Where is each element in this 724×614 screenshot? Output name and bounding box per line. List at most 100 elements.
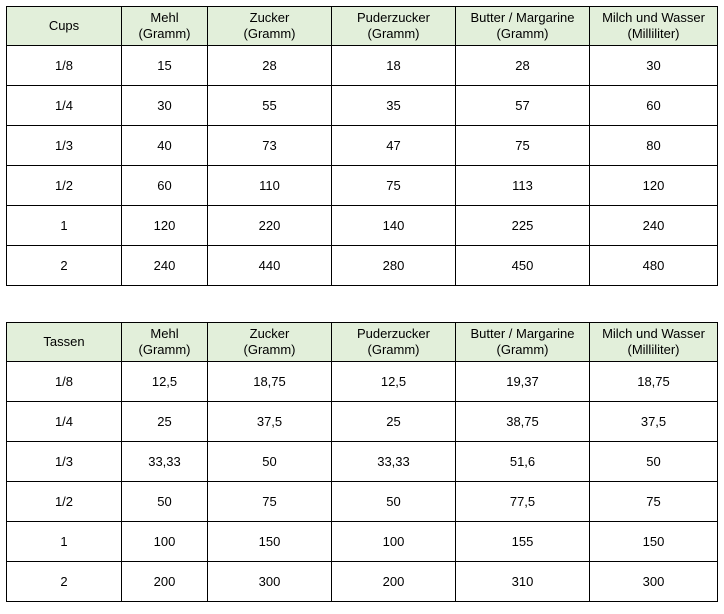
header-cell: Butter / Margarine (Gramm) bbox=[455, 322, 590, 362]
table-cell: 1/8 bbox=[6, 361, 122, 402]
table-row: 1/4 30 55 35 57 60 bbox=[6, 85, 718, 126]
header-text: Zucker bbox=[249, 10, 290, 25]
table-cell: 33,33 bbox=[331, 441, 456, 482]
table-cell: 300 bbox=[589, 561, 718, 602]
table-row: 1/4 25 37,5 25 38,75 37,5 bbox=[6, 401, 718, 442]
table-cell: 120 bbox=[589, 165, 718, 206]
table-row: 1/8 12,5 18,75 12,5 19,37 18,75 bbox=[6, 361, 718, 402]
table-row: 1/2 60 110 75 113 120 bbox=[6, 165, 718, 206]
table-cell: 1/4 bbox=[6, 401, 122, 442]
header-cell: Mehl (Gramm) bbox=[121, 322, 208, 362]
table-cell: 50 bbox=[589, 441, 718, 482]
table-cell: 440 bbox=[207, 245, 332, 286]
table-cell: 12,5 bbox=[331, 361, 456, 402]
table-row: 2 200 300 200 310 300 bbox=[6, 561, 718, 602]
table-cell: 1/2 bbox=[6, 481, 122, 522]
table-cell: 28 bbox=[207, 45, 332, 86]
conversion-table: Cups Mehl (Gramm) Zucker (Gramm) Puderzucker(… bbox=[6, 6, 718, 286]
table-cell: 60 bbox=[589, 85, 718, 126]
header-text: Milch und Wasser bbox=[602, 326, 705, 341]
table-cell: 30 bbox=[121, 85, 208, 126]
table-cell: 75 bbox=[207, 481, 332, 522]
table-cell: 300 bbox=[207, 561, 332, 602]
table-cell: 55 bbox=[207, 85, 332, 126]
table-cell: 18 bbox=[331, 45, 456, 86]
table-row: 1/2 50 75 50 77,5 75 bbox=[6, 481, 718, 522]
table-cell: 25 bbox=[121, 401, 208, 442]
header-text: Mehl bbox=[150, 326, 179, 341]
header-text: Butter / Margarine bbox=[470, 10, 575, 25]
header-text: (Gramm) bbox=[138, 342, 191, 357]
table-cell: 200 bbox=[331, 561, 456, 602]
conversion-table: Tassen Mehl (Gramm) Zucker (Gramm) Puderzucke… bbox=[6, 322, 718, 602]
table-cell: 150 bbox=[589, 521, 718, 562]
table-cell: 150 bbox=[207, 521, 332, 562]
table-cell: 75 bbox=[455, 125, 590, 166]
table-cell: 110 bbox=[207, 165, 332, 206]
table-row: 1/3 33,33 50 33,33 51,6 50 bbox=[6, 441, 718, 482]
table-cell: 50 bbox=[207, 441, 332, 482]
header-text: Cups bbox=[48, 18, 80, 33]
header-text: (Gramm) bbox=[243, 342, 296, 357]
table-row: 1 120 220 140 225 240 bbox=[6, 205, 718, 246]
header-cell: Mehl (Gramm) bbox=[121, 6, 208, 46]
table-cell: 240 bbox=[121, 245, 208, 286]
table-cell: 47 bbox=[331, 125, 456, 166]
header-text: Butter / Margarine bbox=[470, 326, 575, 341]
table-cell: 155 bbox=[455, 521, 590, 562]
table-cell: 280 bbox=[331, 245, 456, 286]
table-cell: 225 bbox=[455, 205, 590, 246]
header-cell: Puderzucker (Gramm) bbox=[331, 322, 456, 362]
table-cell: 33,33 bbox=[121, 441, 208, 482]
table-cell: 1/2 bbox=[6, 165, 122, 206]
table-cell: 25 bbox=[331, 401, 456, 442]
header-cell: Milch und Wasser (Milliliter) bbox=[589, 6, 718, 46]
table-cell: 73 bbox=[207, 125, 332, 166]
table-cell: 2 bbox=[6, 561, 122, 602]
header-text: (Gramm) bbox=[496, 26, 549, 41]
table-cell: 80 bbox=[589, 125, 718, 166]
header-cell: Puderzucker (Gramm) bbox=[331, 6, 456, 46]
table-cell: 38,75 bbox=[455, 401, 590, 442]
table-cell: 480 bbox=[589, 245, 718, 286]
table-cell: 35 bbox=[331, 85, 456, 126]
header-text: Mehl bbox=[150, 10, 179, 25]
table-cell: 50 bbox=[331, 481, 456, 522]
header-text: (Gramm) bbox=[243, 26, 296, 41]
table-row: 2 240 440 280 450 480 bbox=[6, 245, 718, 286]
header-text: (Gramm) bbox=[367, 342, 420, 357]
table-cell: 310 bbox=[455, 561, 590, 602]
table-cell: 1 bbox=[6, 205, 122, 246]
table-cell: 1/3 bbox=[6, 441, 122, 482]
table-cell: 2 bbox=[6, 245, 122, 286]
header-cell: Zucker (Gramm) bbox=[207, 6, 332, 46]
table-row: 1/8 15 28 18 28 30 bbox=[6, 45, 718, 86]
table-cell: 15 bbox=[121, 45, 208, 86]
header-text: Zucker bbox=[249, 326, 290, 341]
header-cell: Cups bbox=[6, 6, 122, 46]
table-cell: 37,5 bbox=[207, 401, 332, 442]
table-row: 1 100 150 100 155 150 bbox=[6, 521, 718, 562]
table-cell: 18,75 bbox=[589, 361, 718, 402]
table-cell: 100 bbox=[331, 521, 456, 562]
header-cell: Milch und Wasser (Milliliter) bbox=[589, 322, 718, 362]
header-cell: Tassen bbox=[6, 322, 122, 362]
table-cell: 37,5 bbox=[589, 401, 718, 442]
table-cell: 30 bbox=[589, 45, 718, 86]
header-text: Puderzucker bbox=[357, 326, 430, 341]
table-cell: 450 bbox=[455, 245, 590, 286]
table-cell: 12,5 bbox=[121, 361, 208, 402]
table-cell: 240 bbox=[589, 205, 718, 246]
header-row: Tassen Mehl (Gramm) Zucker (Gramm) Puderzucke… bbox=[6, 322, 718, 362]
header-text: Puderzucker bbox=[357, 10, 430, 25]
table-cell: 113 bbox=[455, 165, 590, 206]
table-cell: 140 bbox=[331, 205, 456, 246]
table-cell: 40 bbox=[121, 125, 208, 166]
header-row: Cups Mehl (Gramm) Zucker (Gramm) Puderzucker(… bbox=[6, 6, 718, 46]
table-cell: 51,6 bbox=[455, 441, 590, 482]
table-cell: 75 bbox=[589, 481, 718, 522]
table-cell: 100 bbox=[121, 521, 208, 562]
table-cell: 1/3 bbox=[6, 125, 122, 166]
table-cell: 18,75 bbox=[207, 361, 332, 402]
